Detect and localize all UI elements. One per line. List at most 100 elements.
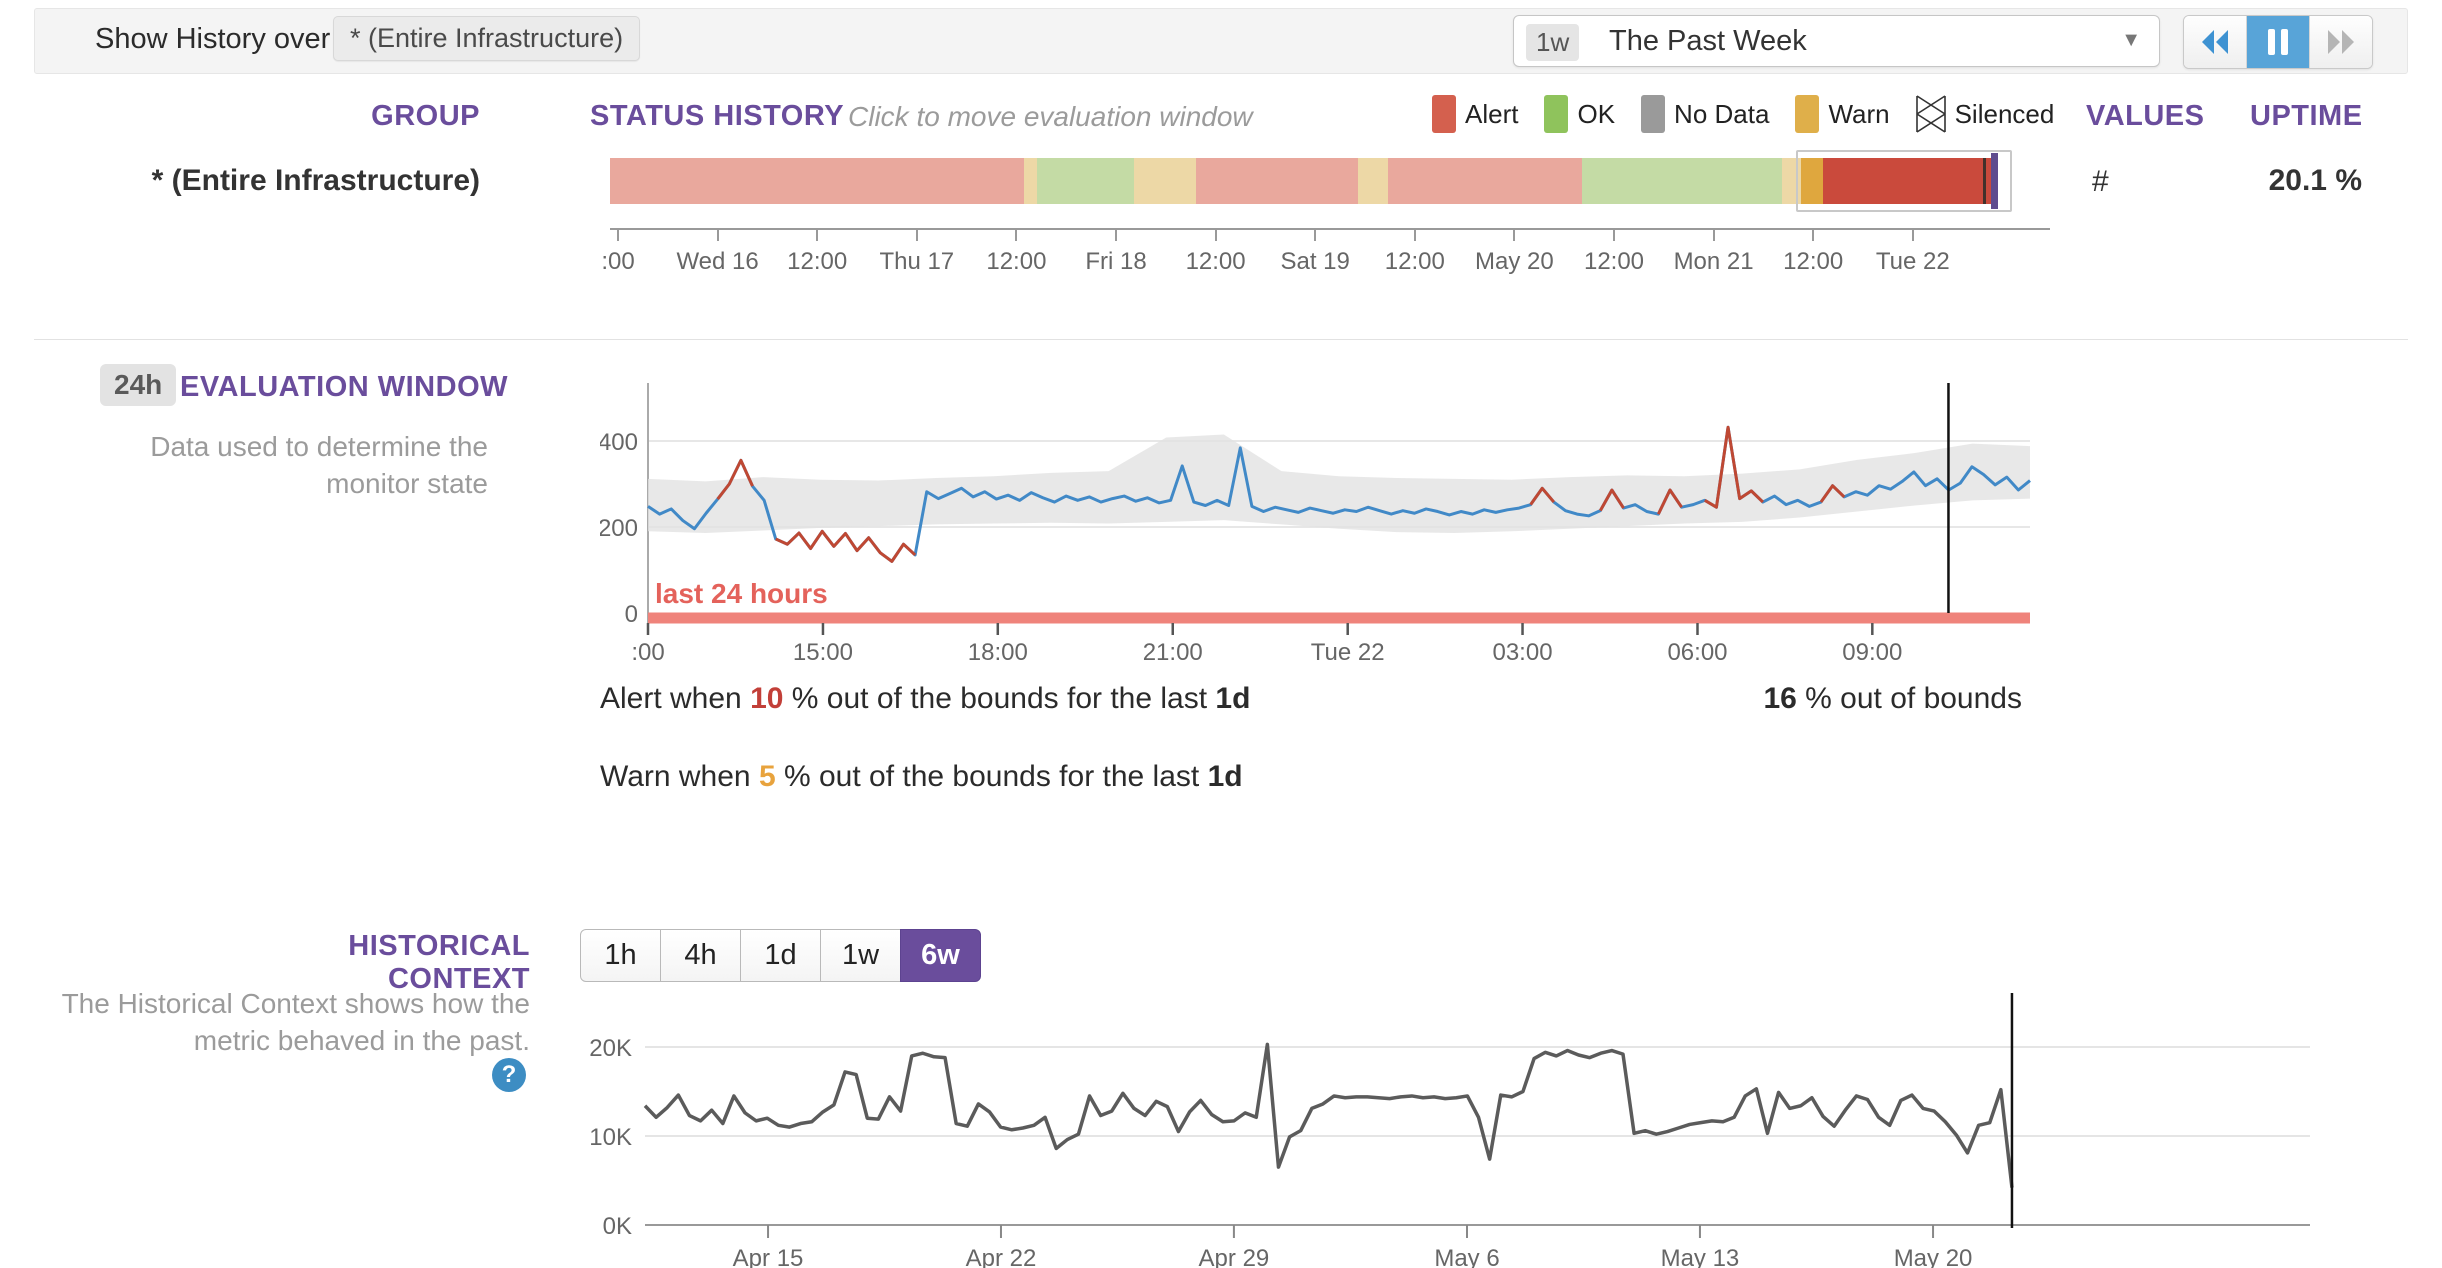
rewind-button[interactable] — [2184, 16, 2247, 68]
axis-tick-label: May 20 — [1475, 248, 1554, 275]
svg-text:20K: 20K — [589, 1035, 632, 1062]
legend-label: Silenced — [1954, 98, 2055, 129]
warn-rule-text: Warn when 5 % out of the bounds for the … — [600, 760, 1243, 794]
time-range-label: The Past Week — [1609, 25, 1807, 57]
range-button-1d[interactable]: 1d — [740, 929, 821, 982]
alert-rule-middle: % out of the bounds for the last — [783, 682, 1216, 715]
alert-rule-window: 1d — [1215, 682, 1251, 715]
svg-text:May 20: May 20 — [1894, 1245, 1973, 1268]
status-segment-ok_muted — [1582, 158, 1782, 204]
playback-controls — [2183, 15, 2373, 69]
fast-forward-double-right-icon — [2328, 30, 2354, 54]
axis-tick — [617, 228, 619, 241]
uptime-column-header: UPTIME — [2250, 100, 2363, 132]
svg-text:0: 0 — [625, 601, 638, 628]
status-time-axis: :00 Wed 16 12:00 Thu 17 12:00 Fri 18 12:00 Sat … — [601, 228, 2050, 292]
range-button-6w[interactable]: 6w — [900, 929, 981, 982]
axis-tick — [1513, 228, 1516, 241]
axis-tick — [1812, 228, 1815, 241]
group-column-header: GROUP — [371, 100, 480, 132]
pause-icon — [2268, 29, 2288, 55]
warn-rule-middle: % out of the bounds for the last — [775, 760, 1208, 793]
evaluation-chart-svg: 0 200 400:00 15:00 18:00 21:00 Tue 22 03:00 06:0… — [598, 383, 2031, 666]
axis-tick-label: Mon 21 — [1673, 248, 1754, 275]
warn-rule-window: 1d — [1207, 760, 1243, 793]
range-button-4h[interactable]: 4h — [660, 929, 741, 982]
historical-context-title: HISTORICAL CONTEXT — [348, 930, 530, 995]
history-range-buttons: 1h 4h 1d 1w 6w — [580, 929, 981, 982]
axis-tick-label: Wed 16 — [676, 248, 759, 275]
legend-label: OK — [1577, 98, 1616, 129]
axis-tick — [1413, 228, 1416, 241]
axis-tick-label: Tue 22 — [1875, 248, 1950, 275]
status-segment-warn_muted — [1133, 158, 1196, 204]
axis-tick — [1214, 228, 1217, 241]
axis-tick — [1115, 228, 1117, 241]
no_data-swatch — [1641, 95, 1666, 133]
axis-tick-label: 12:00 — [1583, 248, 1645, 275]
evaluation-window-title: EVALUATION WINDOW — [180, 371, 508, 403]
caret-down-icon: ▼ — [2121, 29, 2141, 51]
help-icon[interactable]: ? — [492, 1058, 526, 1092]
rewind-double-left-icon — [2202, 30, 2228, 54]
legend-label: Warn — [1828, 98, 1890, 129]
svg-text:200: 200 — [600, 515, 638, 542]
svg-text:May 6: May 6 — [1434, 1245, 1499, 1268]
axis-tick — [716, 228, 719, 241]
status-segment-warn_muted — [1024, 158, 1037, 204]
axis-tick — [1911, 228, 1914, 241]
time-range-select[interactable]: 1w The Past Week ▼ — [1513, 15, 2160, 67]
status-segment-alert_muted — [1195, 158, 1358, 204]
current-time-marker — [1991, 153, 1998, 209]
svg-text:400: 400 — [600, 429, 638, 456]
axis-tick-label: 12:00 — [1185, 248, 1246, 275]
historical-chart-svg: 0K 10K 20K Apr 15 Apr 22 Apr 29 May 6 May 13 May… — [589, 993, 2310, 1268]
legend-item-warn: Warn — [1795, 95, 1890, 133]
toolbar: Show History over * (Entire Infrastructu… — [34, 8, 2408, 74]
svg-text:15:00: 15:00 — [793, 639, 853, 666]
fast-forward-button[interactable] — [2310, 16, 2372, 68]
axis-tick — [816, 228, 819, 241]
alert-rule-text: Alert when 10 % out of the bounds for th… — [600, 682, 1250, 716]
scope-filter-tag[interactable]: * (Entire Infrastructure) — [333, 16, 641, 61]
ok-swatch — [1544, 95, 1569, 133]
svg-text:Apr 22: Apr 22 — [966, 1245, 1037, 1268]
status-segment-alert_muted — [1388, 158, 1583, 204]
axis-tick — [1314, 228, 1317, 241]
axis-tick-label: Thu 17 — [879, 248, 955, 275]
status-legend: Alert OK No Data Warn Silenced — [1432, 95, 2054, 133]
status-bar-end-line — [1983, 158, 1986, 204]
svg-text:06:00: 06:00 — [1667, 639, 1727, 666]
axis-tick — [1712, 228, 1715, 241]
warn-threshold-value: 5 — [758, 760, 776, 793]
warn-swatch — [1795, 95, 1820, 133]
status-history-header: STATUS HISTORY — [590, 100, 845, 132]
out-of-bounds-value: 16 — [1763, 682, 1797, 715]
axis-tick-label: 12:00 — [986, 248, 1047, 275]
alert-rule-prefix: Alert when — [600, 682, 751, 715]
alert-swatch — [1432, 95, 1456, 133]
svg-text:03:00: 03:00 — [1492, 639, 1552, 666]
evaluation-window-description: Data used to determine the monitor state — [150, 431, 488, 499]
historical-chart: 0K 10K 20K Apr 15 Apr 22 Apr 29 May 6 May 13 May… — [560, 985, 2360, 1268]
evaluation-window-badge: 24h — [100, 364, 177, 406]
out-of-bounds-label: % out of bounds — [1796, 682, 2022, 715]
uptime-cell: 20.1 % — [2268, 164, 2362, 197]
svg-text:18:00: 18:00 — [968, 639, 1028, 666]
range-button-1w[interactable]: 1w — [820, 929, 901, 982]
pause-button[interactable] — [2247, 16, 2310, 68]
axis-tick — [1015, 228, 1018, 241]
time-range-badge: 1w — [1526, 24, 1580, 61]
status-history-bar[interactable] — [610, 158, 1995, 204]
warn-rule-prefix: Warn when — [600, 760, 759, 793]
evaluation-chart[interactable]: 0 200 400:00 15:00 18:00 21:00 Tue 22 03:00 06:0… — [598, 370, 2060, 680]
evaluation-window-box[interactable] — [1796, 150, 2012, 212]
alert-threshold-value: 10 — [750, 682, 784, 715]
svg-text:Tue 22: Tue 22 — [1311, 639, 1385, 666]
status-segment-alert_muted — [610, 158, 1025, 204]
group-row-label: * (Entire Infrastructure) — [151, 164, 480, 197]
svg-text:0K: 0K — [603, 1213, 632, 1240]
range-button-1h[interactable]: 1h — [580, 929, 661, 982]
legend-label: Alert — [1465, 98, 1519, 129]
